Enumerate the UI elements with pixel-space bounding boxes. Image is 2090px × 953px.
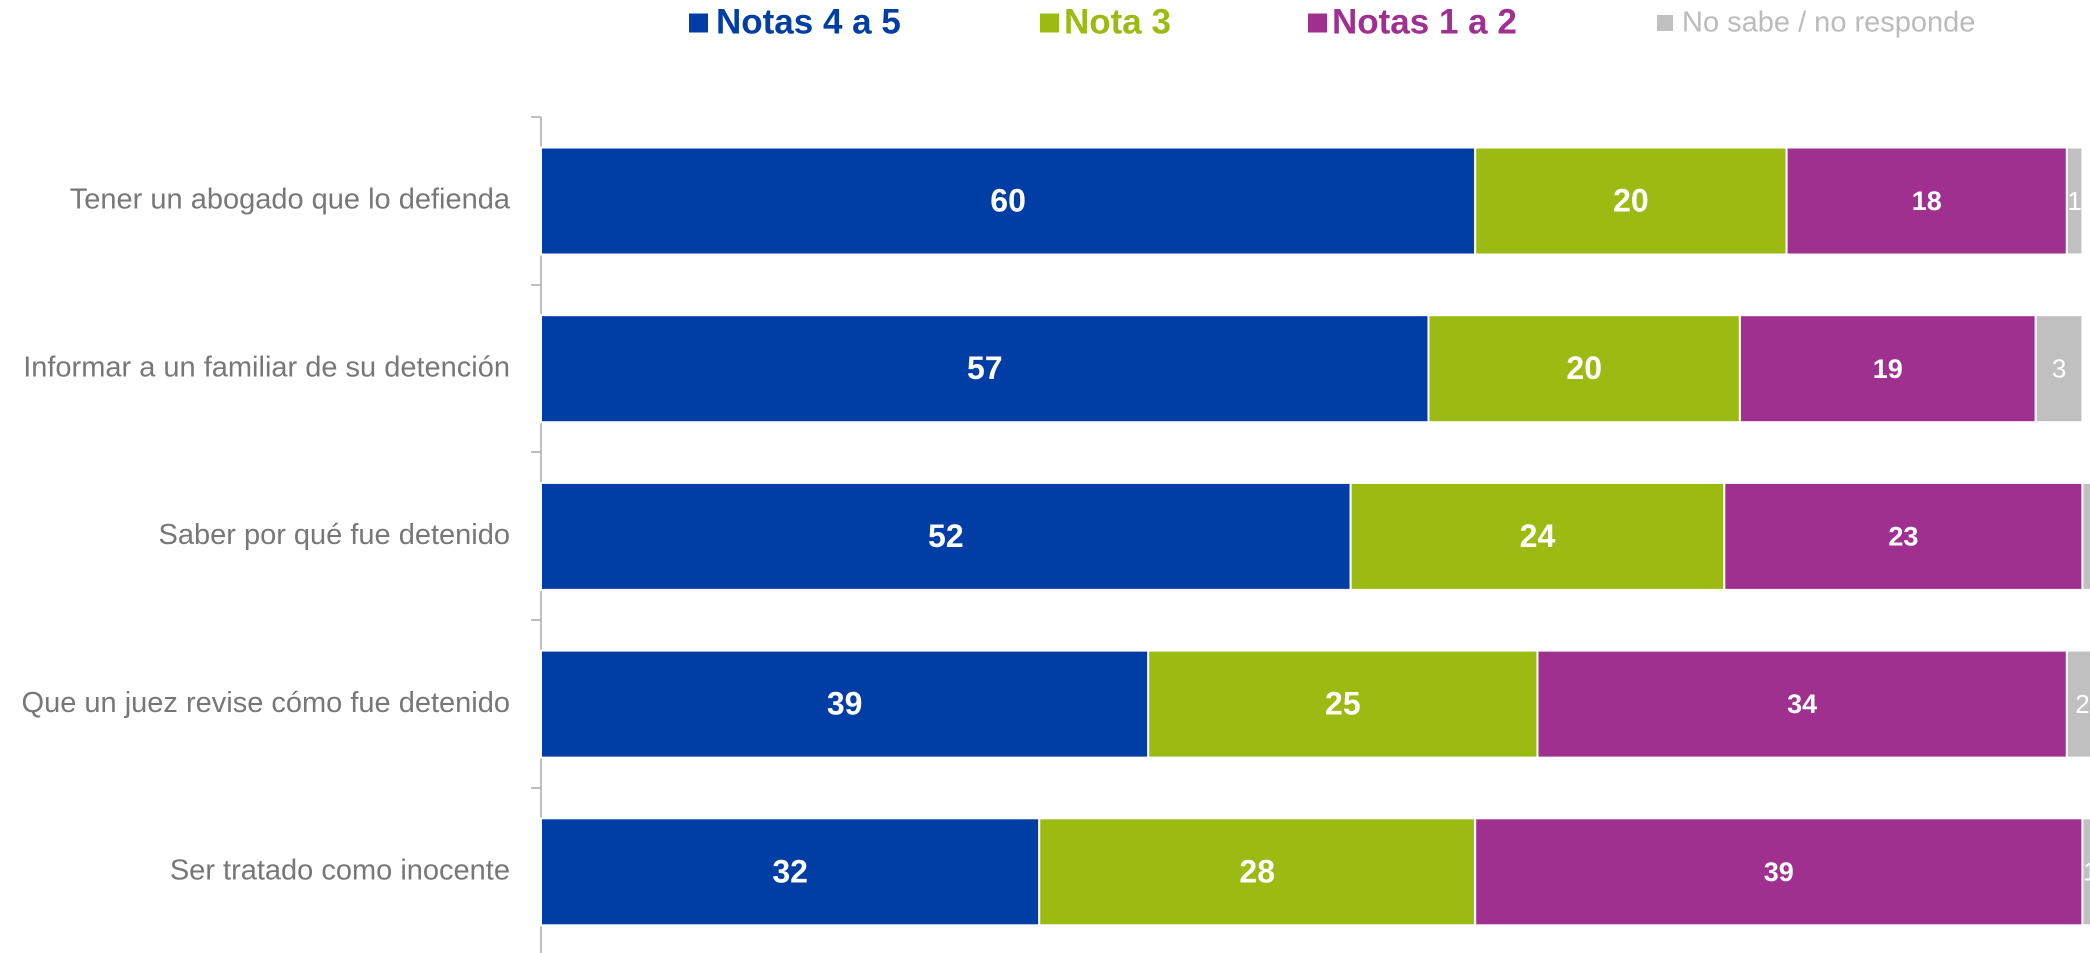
value-label: 39 <box>827 686 863 722</box>
bar-segment <box>540 314 1430 424</box>
bar-segment <box>2065 146 2084 256</box>
value-label: 34 <box>1787 689 1817 719</box>
bar-segment <box>540 817 1041 927</box>
bar-segment <box>1738 314 2037 424</box>
value-label: 60 <box>990 182 1026 218</box>
legend-swatch <box>1040 13 1059 33</box>
legend-swatch <box>689 13 708 33</box>
value-label: 20 <box>1566 350 1602 386</box>
bar-segment <box>1723 481 2084 591</box>
value-label: 32 <box>772 853 808 889</box>
legend-label: Notas 1 a 2 <box>1332 2 1517 41</box>
value-label: 19 <box>1873 354 1903 384</box>
value-label: 25 <box>1325 686 1361 722</box>
category-label: Que un juez revise cómo fue detenido <box>22 687 510 719</box>
legend-swatch <box>1657 15 1673 31</box>
category-label: Informar a un familiar de su detención <box>23 351 510 383</box>
value-label: 28 <box>1239 853 1275 889</box>
value-label: 1 <box>2067 186 2081 216</box>
category-label: Tener un abogado que lo defienda <box>70 184 511 216</box>
bar-segment <box>1038 817 1477 927</box>
value-label: 23 <box>1888 522 1918 552</box>
bar-segment <box>2065 649 2090 759</box>
bar-segment <box>540 481 1352 591</box>
value-label: 20 <box>1613 182 1649 218</box>
bar-segment <box>540 649 1150 759</box>
bar-segment <box>540 146 1477 256</box>
value-label: 1 <box>2083 857 2090 887</box>
value-label: 3 <box>2052 354 2066 384</box>
category-label: Ser tratado como inocente <box>170 854 510 886</box>
value-label: 2 <box>2075 689 2089 719</box>
value-label: 52 <box>928 518 964 554</box>
bar-segment <box>1427 314 1741 424</box>
value-label: 39 <box>1764 857 1794 887</box>
value-label: 57 <box>967 350 1003 386</box>
legend-label: Nota 3 <box>1064 2 1171 41</box>
legend-label: No sabe / no responde <box>1682 7 1975 39</box>
value-label: 18 <box>1912 186 1942 216</box>
category-label: Saber por qué fue detenido <box>159 519 511 551</box>
legend-label: Notas 4 a 5 <box>716 2 901 41</box>
bar-segment <box>2034 314 2084 424</box>
bar-segment <box>1536 649 2068 759</box>
legend-swatch <box>1308 13 1327 33</box>
bar-segment <box>2081 817 2090 927</box>
value-label: 24 <box>1520 518 1556 554</box>
axis <box>531 116 542 953</box>
bar-segment <box>1474 817 2084 927</box>
bar-segment <box>2081 481 2090 591</box>
bar-segment <box>1349 481 1726 591</box>
